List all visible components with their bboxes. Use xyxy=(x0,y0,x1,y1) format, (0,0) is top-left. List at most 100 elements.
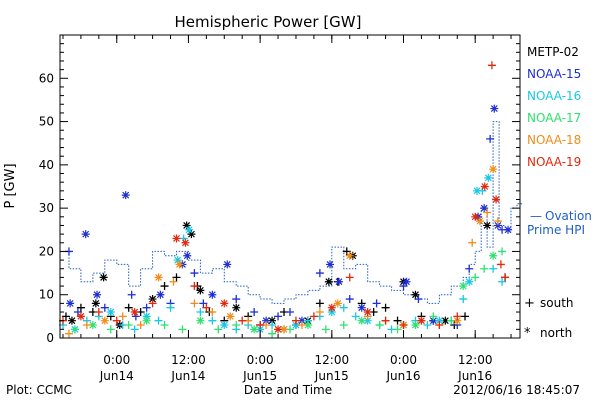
north-point xyxy=(435,316,444,325)
north-point xyxy=(490,104,499,113)
north-point xyxy=(303,321,312,330)
south-point xyxy=(286,308,294,317)
south-point xyxy=(106,325,115,334)
x-tick-date: Jun15 xyxy=(314,369,349,383)
y-tick-label: 10 xyxy=(39,288,54,302)
north-point xyxy=(291,321,300,330)
north-point xyxy=(471,212,480,221)
south-point xyxy=(124,321,133,330)
north-point xyxy=(183,251,192,260)
south-point xyxy=(127,290,136,299)
north-point xyxy=(154,273,163,282)
south-point xyxy=(190,269,199,278)
north-point xyxy=(142,312,151,321)
south-point xyxy=(498,247,507,256)
ovation-line xyxy=(63,121,523,304)
ovation-legend: — Ovation Prime HPI xyxy=(527,209,592,237)
north-point xyxy=(441,316,450,325)
north-point xyxy=(489,165,498,174)
north-point xyxy=(411,321,420,330)
x-tick-label: 12:00 xyxy=(458,353,493,367)
south-point xyxy=(381,303,390,312)
south-point xyxy=(297,321,306,330)
south-point xyxy=(342,247,351,256)
north-point xyxy=(106,308,115,317)
south-point xyxy=(172,273,181,282)
marker-legend-label: north xyxy=(540,326,572,340)
south-point xyxy=(321,325,330,334)
y-tick-label: 50 xyxy=(39,115,54,129)
north-point xyxy=(402,277,411,286)
south-point xyxy=(345,295,354,304)
south-point xyxy=(232,321,241,330)
north-point xyxy=(459,282,468,291)
south-point xyxy=(453,312,462,321)
north-point xyxy=(88,321,97,330)
north-point xyxy=(475,217,484,226)
north-point xyxy=(345,251,354,260)
south-point xyxy=(471,273,480,282)
north-point xyxy=(326,260,335,269)
north-point xyxy=(142,316,151,325)
y-tick-label: 30 xyxy=(39,201,54,215)
north-point xyxy=(334,277,343,286)
south-point xyxy=(393,325,402,334)
x-tick-date: Jun14 xyxy=(99,369,134,383)
north-point xyxy=(411,290,420,299)
north-point xyxy=(484,173,493,182)
south-point xyxy=(351,312,360,321)
south-point xyxy=(130,325,139,334)
legend: METP-02 NOAA-15 NOAA-16 NOAA-17 NOAA-18 NOAA-… xyxy=(527,45,581,169)
north-point xyxy=(480,182,489,191)
south-point xyxy=(214,325,223,334)
south-point xyxy=(274,312,283,321)
south-point xyxy=(465,264,474,273)
legend-entry: NOAA-15 xyxy=(527,67,581,81)
south-point xyxy=(256,321,265,330)
south-point xyxy=(112,316,121,325)
north-point xyxy=(173,256,182,265)
south-point xyxy=(190,282,199,291)
south-point xyxy=(70,325,79,334)
series-noaa-16 xyxy=(58,173,507,334)
south-point xyxy=(414,295,423,304)
x-tick-date: Jun15 xyxy=(242,369,277,383)
south-point xyxy=(64,329,73,338)
north-point xyxy=(429,316,438,325)
south-point xyxy=(315,308,324,317)
south-point xyxy=(61,312,70,321)
south-point xyxy=(178,325,187,334)
south-point xyxy=(501,273,510,282)
north-point xyxy=(156,290,165,299)
south-point xyxy=(118,312,127,321)
north-point xyxy=(100,316,109,325)
south-point xyxy=(393,316,402,325)
south-point xyxy=(435,321,444,330)
north-point xyxy=(333,299,342,308)
series-noaa-17 xyxy=(70,247,507,338)
north-point xyxy=(493,221,502,230)
south-point xyxy=(136,321,145,330)
south-point xyxy=(493,217,502,226)
north-point xyxy=(280,325,289,334)
legend-entry: NOAA-17 xyxy=(527,111,581,125)
north-point xyxy=(363,308,372,317)
x-tick-label: 0:00 xyxy=(247,353,274,367)
south-point xyxy=(82,321,91,330)
south-point xyxy=(232,295,241,304)
plot-frame xyxy=(59,34,521,339)
south-point xyxy=(124,303,133,312)
south-point xyxy=(372,299,381,308)
south-point xyxy=(238,316,247,325)
ovation-step-line xyxy=(63,121,523,304)
north-point xyxy=(208,290,217,299)
north-point xyxy=(417,316,426,325)
south-point xyxy=(309,312,318,321)
south-point xyxy=(160,321,169,330)
south-point xyxy=(169,277,178,286)
south-point xyxy=(461,312,470,321)
ovation-legend-label-1: Ovation xyxy=(545,209,592,223)
north-point xyxy=(67,316,76,325)
series-noaa-19 xyxy=(58,61,510,334)
